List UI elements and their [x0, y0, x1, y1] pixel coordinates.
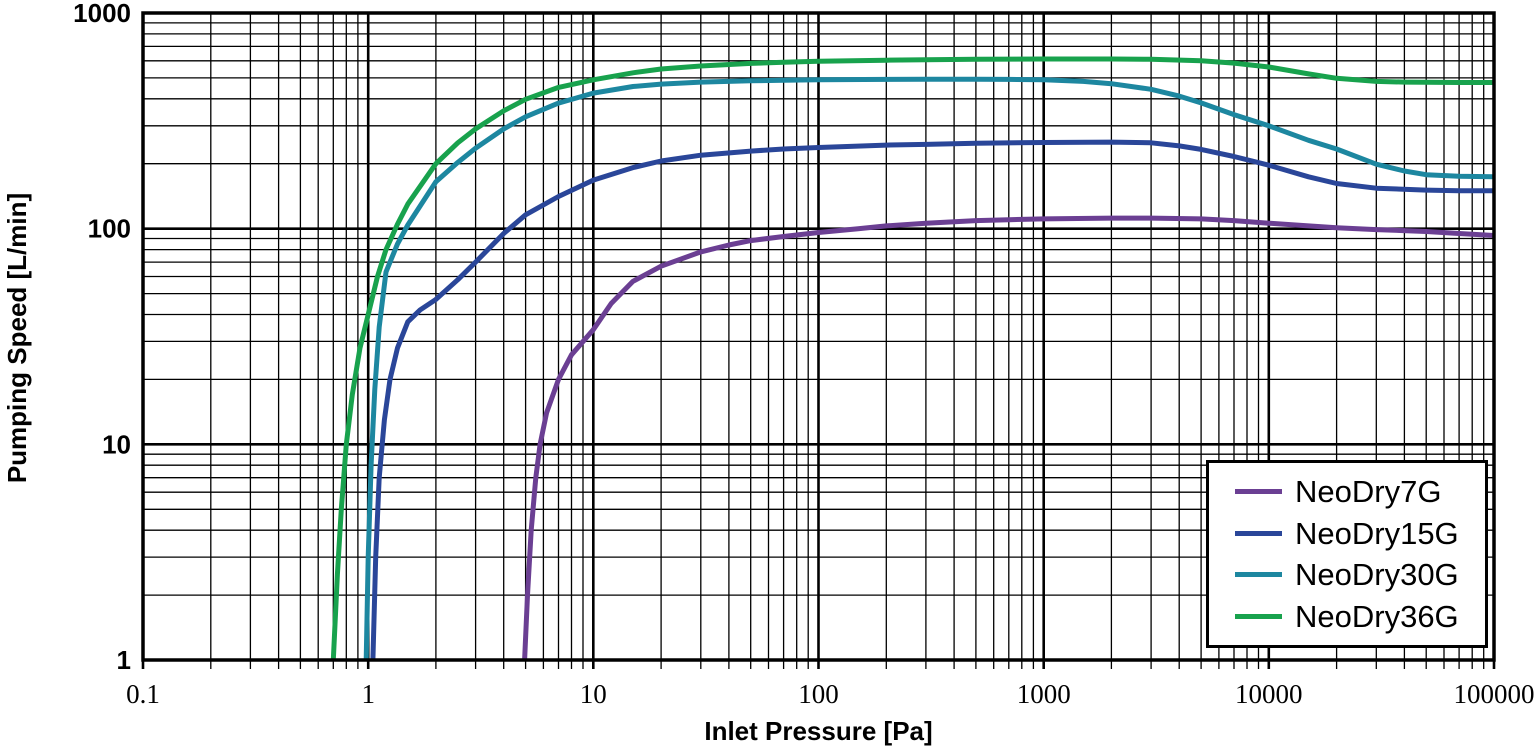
- legend-line-swatch: [1235, 489, 1282, 495]
- legend-line-swatch: [1235, 613, 1282, 619]
- series-neodry30g: [363, 76, 1494, 660]
- x-axis-title: Inlet Pressure [Pa]: [704, 716, 933, 746]
- svg-text:10: 10: [580, 679, 607, 709]
- legend-item: NeoDry15G: [1235, 518, 1479, 549]
- legend-item: NeoDry30G: [1235, 559, 1479, 590]
- legend-series-label: NeoDry36G: [1295, 598, 1459, 634]
- svg-text:1: 1: [117, 645, 131, 675]
- svg-text:100: 100: [88, 214, 131, 244]
- series-neodry36g: [330, 56, 1494, 660]
- svg-text:1000: 1000: [73, 0, 131, 28]
- y-axis-title: Pumping Speed [L/min]: [2, 192, 32, 484]
- legend-item: NeoDry36G: [1235, 601, 1479, 632]
- legend-series-label: NeoDry30G: [1295, 557, 1459, 593]
- series-curves: [330, 56, 1494, 660]
- legend-series-label: NeoDry7G: [1295, 474, 1442, 510]
- x-tick-labels: 0.1 1 10 100 1000 10000 100000: [126, 679, 1534, 709]
- legend-series-label: NeoDry15G: [1295, 515, 1459, 551]
- legend-line-swatch: [1235, 572, 1282, 578]
- svg-text:10000: 10000: [1235, 679, 1303, 709]
- legend: NeoDry7G NeoDry15G NeoDry30G NeoDry36G: [1206, 460, 1488, 648]
- svg-text:1000: 1000: [1017, 679, 1071, 709]
- svg-text:0.1: 0.1: [126, 679, 160, 709]
- legend-line-swatch: [1235, 530, 1282, 536]
- y-tick-labels: 1 10 100 1000: [73, 0, 131, 675]
- legend-item: NeoDry7G: [1235, 476, 1479, 507]
- svg-text:1: 1: [361, 679, 375, 709]
- plot-border: [141, 11, 1496, 662]
- svg-text:100000: 100000: [1454, 679, 1535, 709]
- svg-text:10: 10: [102, 429, 131, 459]
- svg-text:100: 100: [798, 679, 839, 709]
- series-neodry7g: [522, 215, 1494, 660]
- series-neodry15g: [370, 139, 1494, 660]
